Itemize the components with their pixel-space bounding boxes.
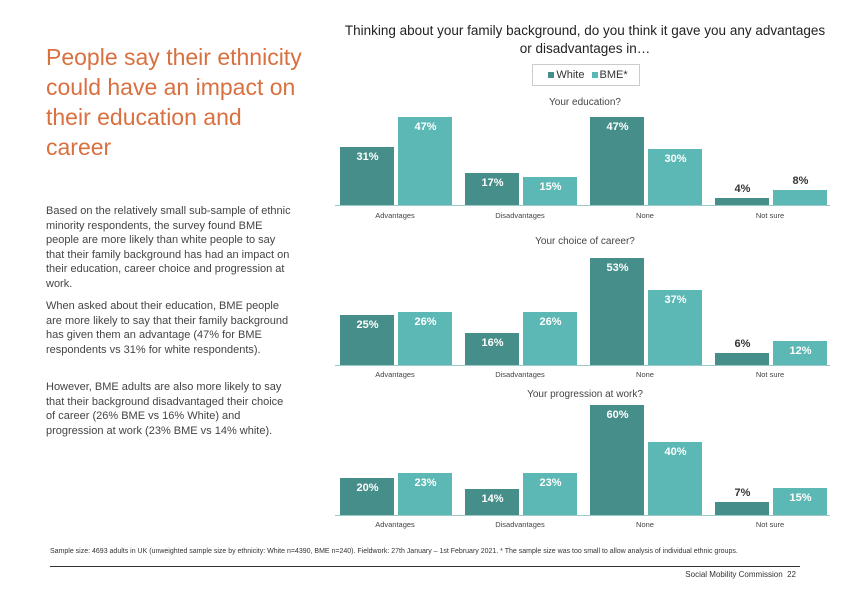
bar-bme: [773, 340, 827, 365]
footnote: Sample size: 4693 adults in UK (unweight…: [50, 548, 738, 555]
category-label: Disadvantages: [495, 520, 545, 529]
value-label: 40%: [664, 445, 687, 458]
category-label: Advantages: [375, 211, 415, 220]
value-label: 8%: [792, 175, 809, 188]
value-label: 12%: [789, 344, 812, 357]
value-label: 25%: [356, 318, 379, 331]
chart-title: Your progression at work?: [527, 389, 643, 400]
value-label: 26%: [539, 316, 562, 329]
value-label: 30%: [664, 152, 687, 165]
bar-white: [465, 489, 519, 515]
bar-bme: [773, 190, 827, 205]
bar-bme: [398, 117, 452, 205]
legend: White BME*: [532, 64, 640, 86]
bar-bme: [648, 441, 702, 515]
category-label: Disadvantages: [495, 370, 545, 379]
value-label: 31%: [356, 151, 379, 164]
bar-white: [590, 257, 644, 365]
bar-bme: [648, 148, 702, 205]
chart-title: Your choice of career?: [535, 236, 635, 247]
bar-white: [340, 147, 394, 205]
bar-bme: [523, 472, 577, 515]
value-label: 23%: [414, 476, 437, 489]
legend-swatch-bme: [591, 72, 598, 78]
value-label: 17%: [481, 177, 504, 190]
value-label: 23%: [539, 476, 562, 489]
category-label: None: [636, 211, 654, 220]
value-label: 47%: [606, 121, 629, 134]
bar-bme: [773, 487, 827, 515]
bar-white: [715, 197, 769, 205]
paragraph: When asked about their education, BME pe…: [46, 300, 289, 356]
paragraph: However, BME adults are also more likely…: [46, 381, 284, 437]
bar-white: [465, 332, 519, 365]
divider: [50, 566, 800, 567]
value-label: 37%: [664, 294, 687, 307]
category-label: Not sure: [755, 211, 785, 220]
bar-bme: [398, 312, 452, 365]
value-label: 47%: [414, 121, 437, 134]
org-name: Social Mobility Commission: [685, 570, 783, 579]
value-label: 15%: [789, 491, 812, 504]
value-label: 60%: [606, 409, 629, 422]
question-title: Thinking about your family background, d…: [344, 23, 826, 56]
bar-white: [590, 405, 644, 515]
value-label: 53%: [606, 261, 629, 274]
category-label: None: [636, 370, 654, 379]
bar-white: [715, 502, 769, 515]
footer: Social Mobility Commission 22: [685, 570, 796, 579]
category-label: Disadvantages: [495, 211, 545, 220]
headline: People say their ethnicity could have an…: [46, 44, 302, 160]
legend-swatch-white: [548, 72, 555, 78]
category-label: Not sure: [755, 370, 785, 379]
bar-white: [715, 352, 769, 365]
bar-white: [340, 478, 394, 515]
bar-bme: [398, 472, 452, 515]
page-number: 22: [787, 570, 796, 579]
category-label: Advantages: [375, 370, 415, 379]
legend-white: White: [556, 69, 585, 81]
bar-white: [590, 117, 644, 205]
value-label: 14%: [481, 493, 504, 506]
x-axis: [335, 205, 830, 206]
chart-title: Your education?: [549, 97, 621, 108]
value-label: 7%: [734, 487, 751, 500]
bar-bme: [523, 312, 577, 365]
x-axis: [335, 365, 830, 366]
legend-bme: BME*: [599, 69, 628, 81]
bar-white: [340, 314, 394, 365]
bar-bme: [648, 290, 702, 365]
category-label: None: [636, 520, 654, 529]
value-label: 4%: [734, 182, 751, 195]
value-label: 20%: [356, 482, 379, 495]
value-label: 6%: [734, 337, 751, 350]
value-label: 26%: [414, 316, 437, 329]
value-label: 16%: [481, 336, 504, 349]
paragraph: Based on the relatively small sub-sample…: [46, 205, 291, 290]
category-label: Advantages: [375, 520, 415, 529]
bar-white: [465, 173, 519, 205]
bar-bme: [523, 176, 577, 205]
category-label: Not sure: [755, 520, 785, 529]
x-axis: [335, 515, 830, 516]
value-label: 15%: [539, 180, 562, 193]
